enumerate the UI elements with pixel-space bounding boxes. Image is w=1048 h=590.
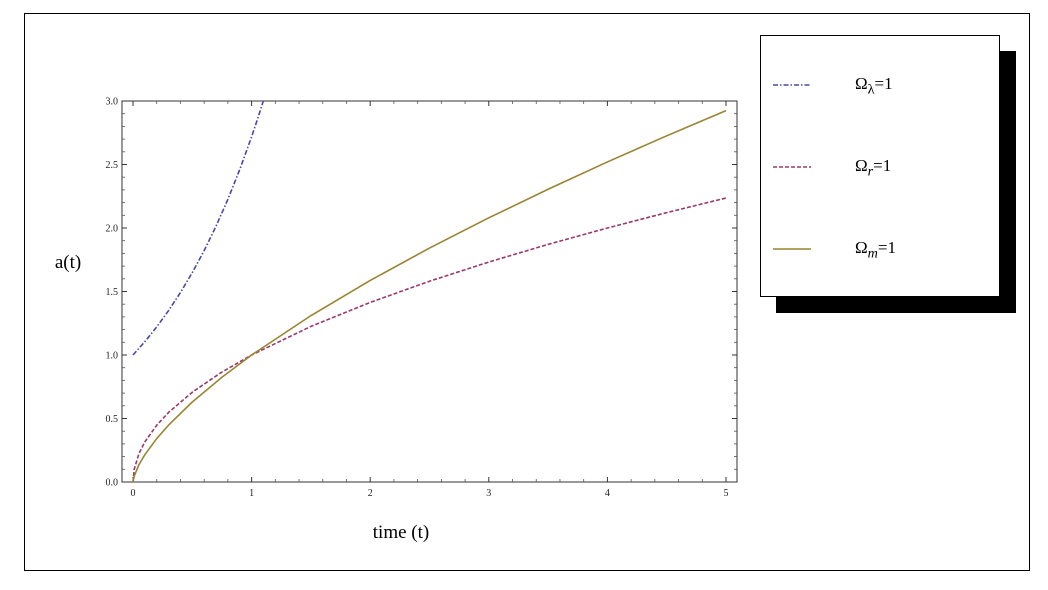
x-axis-title: time (t) bbox=[373, 522, 429, 543]
x-tick-label: 1 bbox=[249, 488, 254, 499]
legend-label-omega-r: Ωr=1 bbox=[855, 156, 892, 180]
series-line-2 bbox=[132, 109, 727, 483]
tick-marks bbox=[122, 100, 737, 483]
x-tick-label: 0 bbox=[131, 488, 136, 499]
legend: Ωλ=1 Ωr=1 Ωm=1 bbox=[760, 35, 1000, 297]
legend-item-omega-m: Ωm=1 bbox=[773, 238, 993, 262]
y-tick-label: 2.0 bbox=[106, 224, 119, 235]
legend-label-omega-m: Ωm=1 bbox=[855, 238, 896, 262]
y-tick-label: 1.0 bbox=[106, 351, 119, 362]
y-tick-label: 0.0 bbox=[106, 478, 119, 489]
legend-item-omega-lambda: Ωλ=1 bbox=[773, 74, 993, 98]
tick-labels: 0 1 2 3 4 5 0.0 0.5 1.0 1.5 2.0 2.5 3.0 bbox=[106, 97, 729, 500]
x-tick-label: 2 bbox=[368, 488, 373, 499]
series-line-0 bbox=[132, 100, 265, 356]
series-lines bbox=[132, 100, 727, 483]
legend-item-omega-r: Ωr=1 bbox=[773, 156, 993, 180]
x-tick-label: 3 bbox=[486, 488, 491, 499]
legend-swatch-dash-dot bbox=[773, 84, 811, 86]
y-axis-title: a(t) bbox=[55, 252, 81, 273]
legend-swatch-dashed bbox=[773, 166, 811, 168]
legend-label-omega-lambda: Ωλ=1 bbox=[855, 74, 893, 98]
plot-area-frame bbox=[121, 100, 738, 483]
y-tick-label: 1.5 bbox=[106, 287, 119, 298]
x-tick-label: 5 bbox=[724, 488, 729, 499]
y-tick-label: 2.5 bbox=[106, 160, 119, 171]
y-tick-label: 0.5 bbox=[106, 414, 119, 425]
legend-swatch-solid bbox=[773, 248, 811, 250]
series-line-1 bbox=[132, 197, 727, 483]
y-tick-label: 3.0 bbox=[106, 97, 119, 108]
x-tick-label: 4 bbox=[605, 488, 610, 499]
